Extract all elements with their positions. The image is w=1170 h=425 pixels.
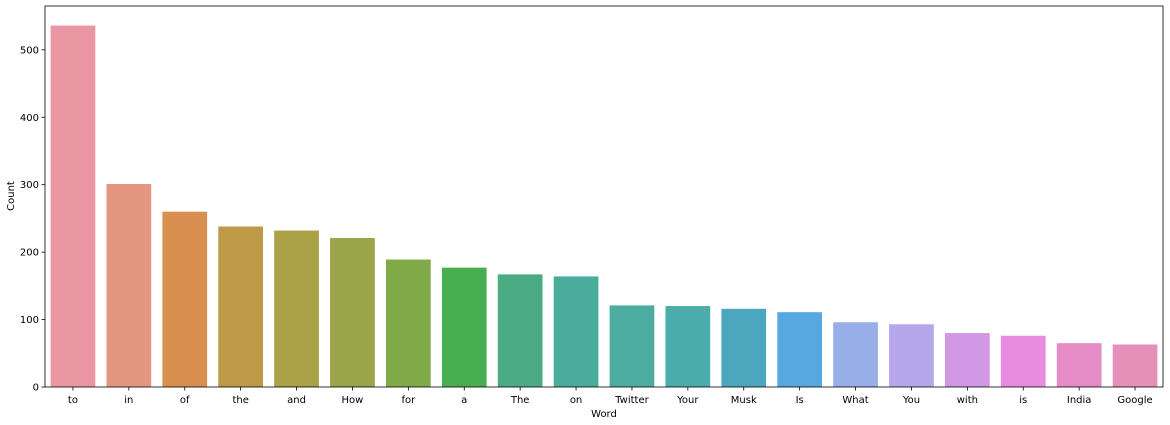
bars-group (50, 25, 1158, 388)
bar-in (106, 184, 152, 387)
bar-the (218, 226, 264, 387)
y-axis: 0 100 200 300 400 500 (20, 45, 45, 394)
x-tick-label: Musk (731, 395, 757, 406)
y-axis-label: Count (6, 181, 17, 211)
x-tick-label: Google (1117, 395, 1152, 406)
bar-for (385, 259, 431, 387)
bar-a (441, 267, 487, 387)
x-tick-label: on (570, 395, 582, 406)
x-tick-label: Your (676, 395, 699, 406)
y-tick-label: 400 (20, 113, 39, 124)
bar-is (1000, 335, 1046, 387)
bar-Google (1112, 344, 1158, 387)
x-tick-label: to (68, 395, 78, 406)
x-tick-label: What (842, 395, 868, 406)
x-tick-label: is (1019, 395, 1027, 406)
bar-to (50, 25, 96, 388)
x-tick-label: in (124, 395, 133, 406)
y-tick-label: 500 (20, 45, 39, 56)
bar-Musk (721, 308, 767, 387)
x-axis: to in of the and How for a The on Twitter Your Musk I… (68, 387, 1153, 406)
x-tick-label: India (1067, 395, 1092, 406)
plot-frame (44, 5, 1164, 388)
bar-Is (777, 312, 823, 387)
x-tick-label: for (401, 395, 416, 406)
bar-Twitter (609, 305, 655, 387)
bar-and (274, 230, 319, 387)
x-tick-label: of (180, 395, 190, 406)
x-tick-label: How (342, 395, 364, 406)
x-tick-label: a (461, 395, 467, 406)
bar-How (330, 237, 375, 387)
bar-You (889, 324, 934, 387)
x-tick-label: The (510, 395, 530, 406)
x-tick-label: You (902, 395, 920, 406)
bar-of (162, 211, 208, 387)
bar-The (497, 274, 543, 387)
bar-What (833, 322, 878, 387)
x-tick-label: the (232, 395, 248, 406)
y-tick-label: 200 (20, 248, 39, 259)
x-tick-label: with (957, 395, 978, 406)
x-tick-label: Is (796, 395, 804, 406)
bar-with (944, 333, 990, 387)
y-tick-label: 0 (33, 383, 39, 394)
x-tick-label: Twitter (614, 395, 649, 406)
bar-Your (665, 306, 711, 387)
y-tick-label: 300 (20, 180, 39, 191)
x-axis-label: Word (591, 409, 617, 420)
y-tick-label: 100 (20, 315, 39, 326)
bar-India (1056, 343, 1102, 387)
x-tick-label: and (287, 395, 306, 406)
bar-on (553, 276, 599, 387)
